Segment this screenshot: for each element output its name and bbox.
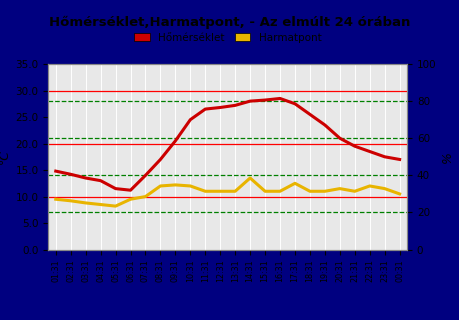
Y-axis label: °C: °C [0,149,11,164]
Legend: Hőmérséklet, Harmatpont: Hőmérséklet, Harmatpont [129,28,325,47]
Text: Hőmérséklet,Harmatpont, - Az elmúlt 24 órában: Hőmérséklet,Harmatpont, - Az elmúlt 24 ó… [49,16,410,29]
Y-axis label: %: % [440,151,453,163]
